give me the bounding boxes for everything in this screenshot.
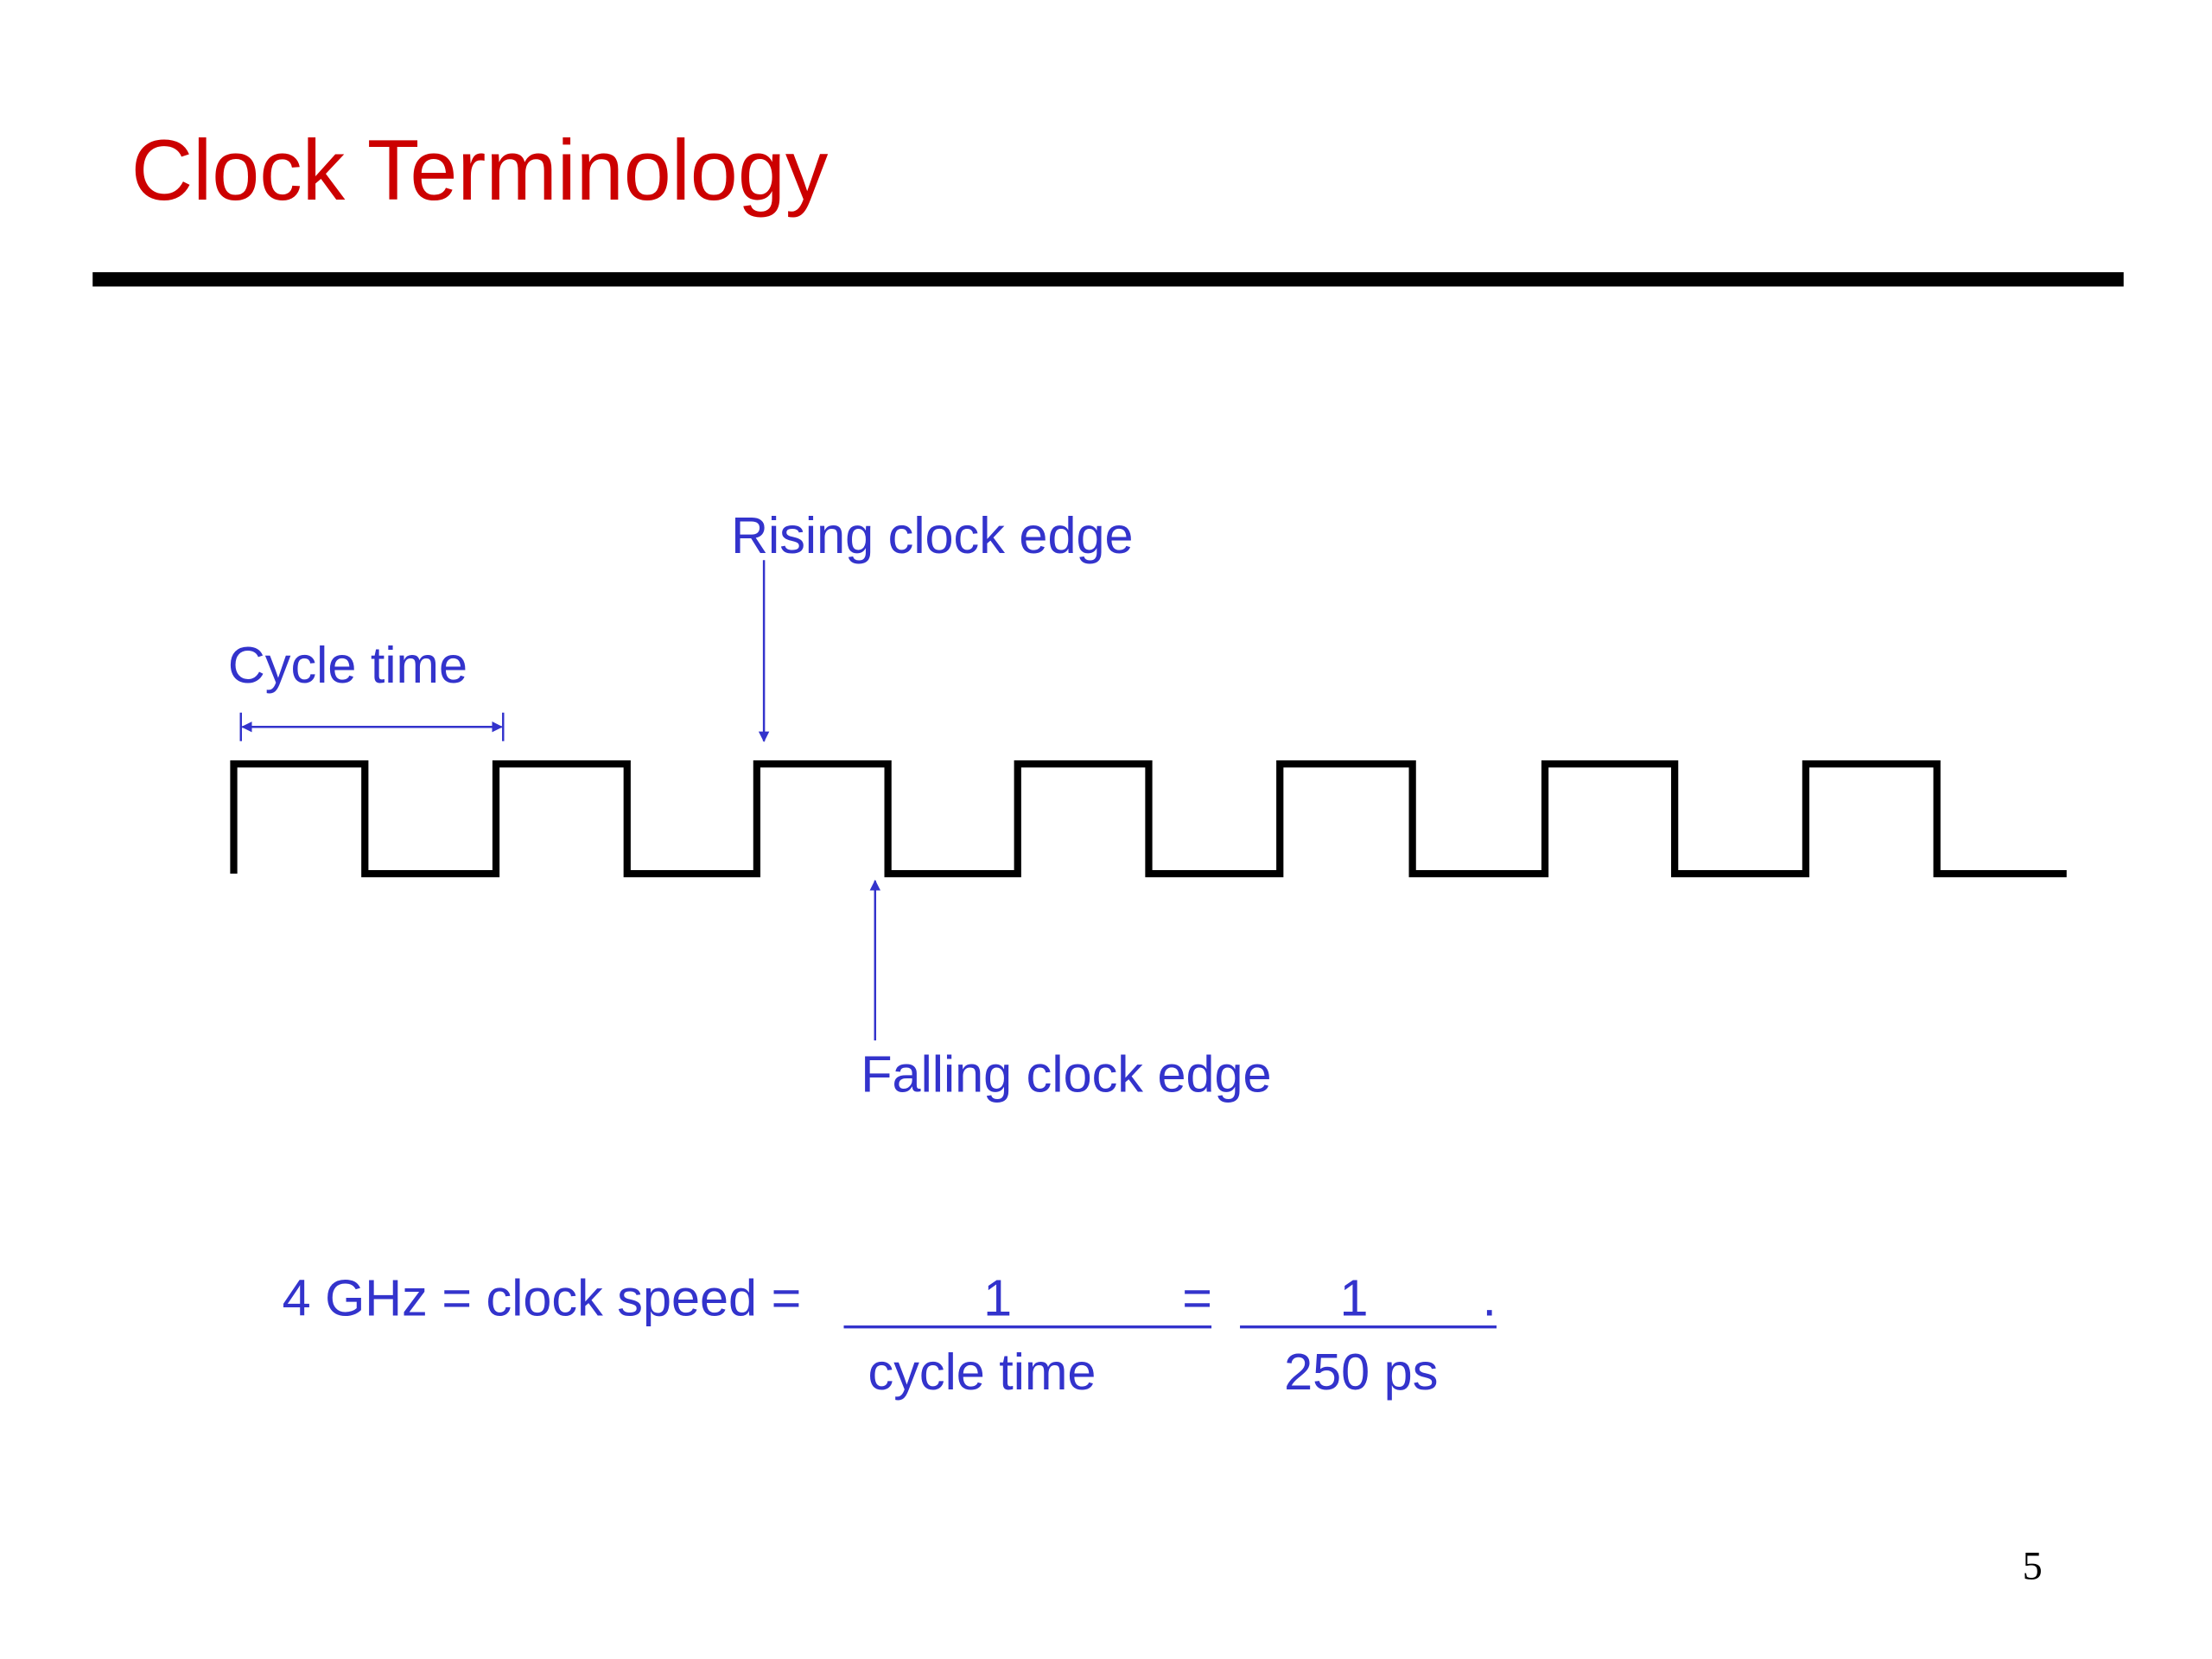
fraction-denominator: 250 ps [1284,1343,1438,1401]
period: . [1482,1268,1497,1326]
fraction-numerator: 1 [983,1268,1012,1326]
title-rule [92,272,2124,287]
page-number: 5 [2023,1544,2043,1588]
fraction-numerator: 1 [1339,1268,1368,1326]
title: Clock Terminology [131,122,829,218]
equals: = [1182,1268,1212,1326]
falling-label: Falling clock edge [861,1046,1271,1103]
cycle-label: Cycle time [228,636,467,694]
clock-waveform [230,760,2067,878]
formula-lhs: 4 GHz = clock speed = [283,1268,802,1326]
fraction-denominator: cycle time [868,1343,1096,1401]
rising-label: Rising clock edge [731,506,1133,564]
